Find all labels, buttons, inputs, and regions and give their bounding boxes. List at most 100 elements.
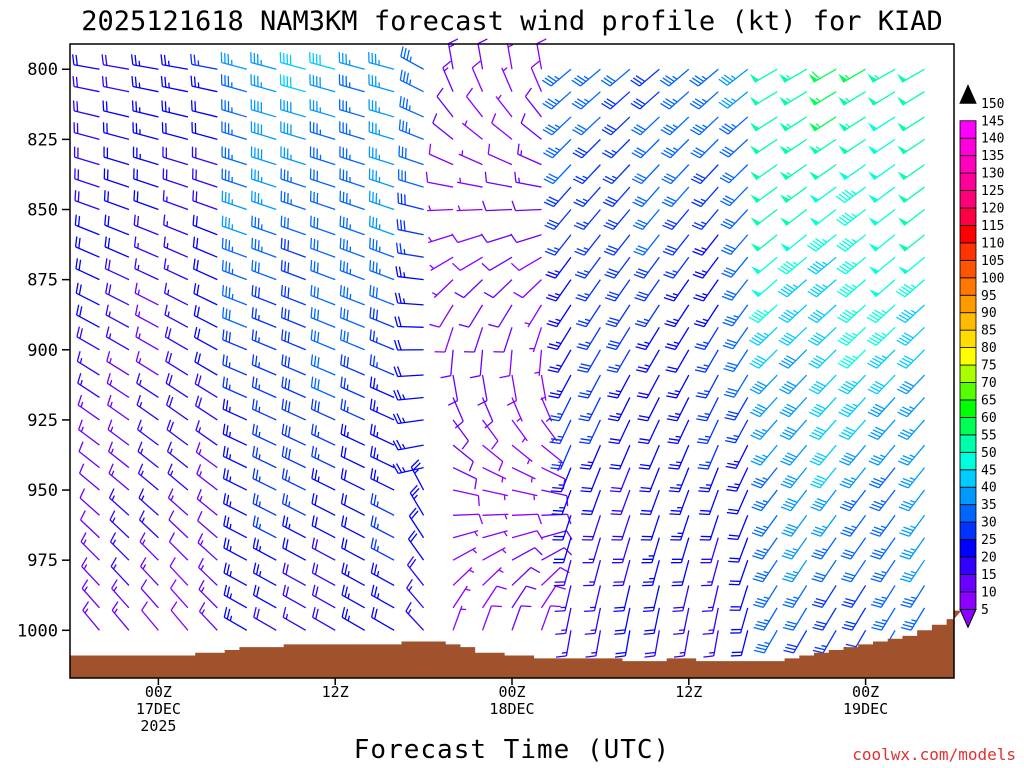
wind-barb-full — [194, 101, 197, 112]
wind-barb-full — [901, 334, 912, 342]
wind-barb-staff — [192, 200, 218, 211]
wind-barb-full — [252, 493, 256, 504]
wind-barb-full — [370, 515, 374, 526]
wind-barb-staff — [82, 609, 100, 631]
wind-barb-full — [810, 288, 820, 296]
wind-barb-full — [340, 398, 344, 410]
wind-barb-staff — [791, 559, 808, 583]
wind-barb — [867, 374, 896, 395]
wind-barb — [836, 208, 866, 226]
wind-barb-half — [561, 651, 568, 654]
wind-barb-half — [852, 332, 858, 337]
wind-barb-staff — [736, 489, 749, 515]
wind-barb-staff — [738, 537, 749, 563]
wind-barb-half — [258, 571, 262, 577]
wind-barb-full — [602, 201, 613, 208]
wind-barb — [573, 186, 601, 208]
wind-barb-full — [480, 233, 488, 243]
wind-barb-full — [814, 623, 825, 628]
wind-barb — [106, 372, 130, 399]
wind-barb-staff — [370, 408, 395, 421]
wind-barb-half — [557, 412, 563, 416]
wind-barb-full — [163, 258, 167, 269]
wind-barb-staff — [731, 304, 749, 327]
wind-barb-staff — [622, 560, 631, 586]
wind-barb-pennant — [751, 289, 762, 297]
wind-barb-staff — [503, 327, 513, 353]
wind-barb-full — [544, 100, 555, 108]
wind-barb-staff — [818, 397, 837, 418]
wind-barb-staff — [139, 541, 159, 561]
wind-barb-staff — [482, 489, 509, 497]
wind-barb-staff — [787, 304, 808, 323]
wind-barb-staff — [522, 279, 542, 299]
wind-barb-staff — [875, 279, 896, 298]
wind-barb-staff — [754, 68, 778, 83]
wind-barb-full — [839, 314, 850, 321]
wind-barb-full — [895, 290, 906, 298]
wind-barb-full — [845, 380, 856, 387]
wind-barb — [510, 256, 542, 271]
wind-barb-half — [472, 548, 477, 554]
wind-barb — [340, 445, 365, 469]
wind-barb-staff — [341, 477, 365, 491]
wind-barb-staff — [621, 537, 631, 563]
wind-barb — [723, 349, 749, 373]
wind-barb — [221, 121, 247, 141]
wind-barb-full — [871, 529, 883, 535]
wind-barb-full — [281, 468, 285, 479]
wind-barb-full — [452, 262, 461, 271]
wind-barb-full — [316, 309, 320, 321]
wind-barb-full — [607, 196, 618, 202]
wind-barb-staff — [487, 153, 513, 166]
wind-barb-full — [402, 120, 405, 132]
wind-barb-full — [726, 511, 738, 515]
wind-barb-staff — [511, 567, 532, 586]
wind-barb — [190, 53, 218, 70]
wind-barb — [369, 284, 395, 306]
wind-barb-full — [692, 273, 703, 279]
wind-barb-full — [575, 198, 586, 205]
wind-barb — [434, 327, 454, 353]
wind-barb-full — [372, 239, 375, 250]
wind-barb-full — [251, 398, 255, 410]
wind-barb-staff — [221, 156, 247, 166]
wind-barb-staff — [281, 269, 306, 281]
wind-barb-full — [546, 222, 557, 228]
wind-barb-staff — [223, 616, 248, 631]
wind-barb-full — [543, 178, 554, 185]
wind-barb-full — [252, 537, 257, 549]
wind-barb-full — [393, 339, 399, 351]
wind-barb-full — [695, 124, 705, 131]
wind-barb-full — [608, 268, 619, 274]
colorbar-label: 45 — [981, 463, 997, 478]
wind-barb-staff — [223, 477, 248, 491]
wind-barb — [72, 100, 100, 118]
wind-barb — [753, 585, 778, 609]
wind-barb-staff — [339, 84, 365, 93]
wind-barb-staff — [595, 630, 602, 657]
wind-barb-half — [258, 545, 262, 552]
wind-barb-full — [340, 468, 344, 479]
wind-barb — [840, 514, 867, 537]
wind-barb-staff — [105, 292, 130, 306]
colorbar-label: 145 — [981, 114, 1004, 129]
wind-barb-staff — [620, 489, 631, 515]
wind-barb-staff — [106, 360, 130, 376]
wind-barb-full — [811, 555, 822, 560]
wind-barb — [555, 630, 572, 658]
wind-barb — [778, 326, 808, 346]
wind-barb — [534, 349, 543, 376]
wind-barb — [781, 514, 808, 537]
wind-barb-full — [163, 54, 167, 66]
wind-barb-full — [461, 440, 469, 450]
wind-barb-pennant — [779, 145, 790, 154]
wind-barb — [251, 354, 277, 376]
wind-barb-full — [757, 643, 768, 648]
wind-barb-full — [637, 219, 648, 225]
wind-barb-full — [755, 455, 766, 461]
wind-barb — [161, 100, 189, 118]
wind-barb-full — [369, 354, 373, 365]
wind-barb — [482, 513, 509, 520]
wind-barb — [280, 168, 306, 188]
